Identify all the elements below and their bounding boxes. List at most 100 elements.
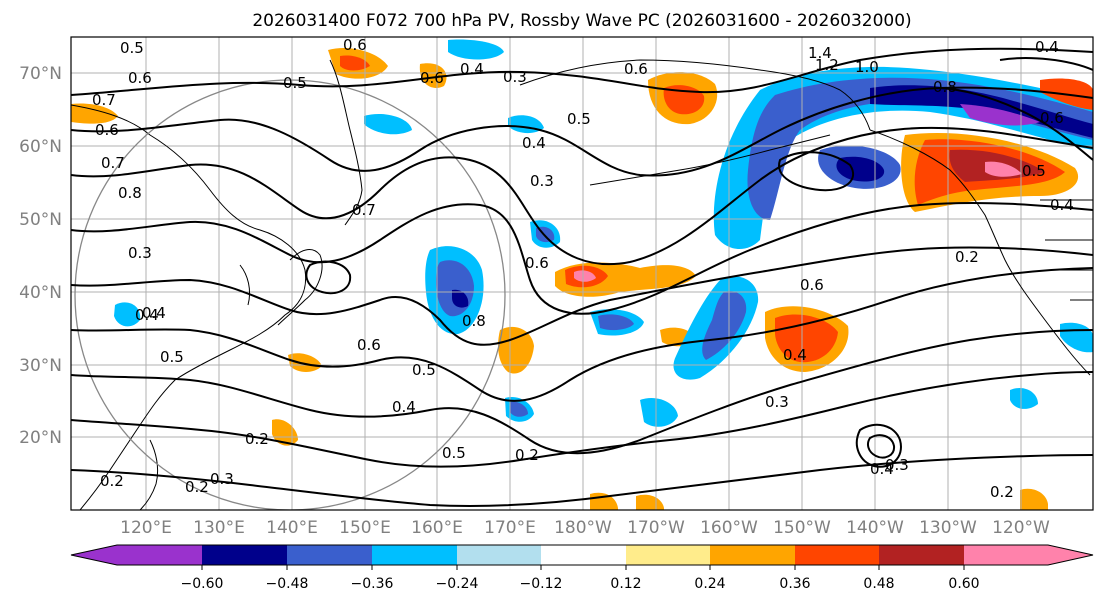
contour-label: 0.2 <box>245 430 269 448</box>
contour-label: 0.2 <box>955 248 979 266</box>
contour-label: 0.3 <box>765 393 789 411</box>
colorbar-tick-label: 0.48 <box>863 576 894 592</box>
lon-label: 140°E <box>266 518 318 538</box>
positive-anomaly-dateline-peak <box>574 270 596 282</box>
contour-label: 0.3 <box>210 470 234 488</box>
colorbar-segment <box>372 545 457 565</box>
contour-label: 0.3 <box>530 172 554 190</box>
coast-na-interior <box>1040 199 1093 301</box>
positive-anomaly-subtropic <box>498 326 534 374</box>
negative-anomaly-west1 <box>114 302 141 327</box>
contour-label: 0.5 <box>283 74 307 92</box>
colorbar-segment <box>795 545 879 565</box>
lat-label: 30°N <box>19 356 62 376</box>
contour-label: 0.5 <box>160 348 184 366</box>
contour-label: 0.8 <box>462 312 486 330</box>
lon-label: 130°W <box>919 518 977 538</box>
colorbar-segment <box>287 545 372 565</box>
lat-lon-grid <box>71 37 1093 510</box>
contour-label: 0.2 <box>185 478 209 496</box>
negative-anomaly-east4-core <box>510 401 528 417</box>
lon-label: 180°W <box>554 518 612 538</box>
colorbar-segment <box>457 545 541 565</box>
negative-anomaly-east2-core <box>598 314 634 331</box>
coast-na-west <box>869 129 1091 376</box>
colorbar-tick-label: −0.24 <box>436 576 479 592</box>
contour-label: 0.6 <box>800 276 824 294</box>
contour-label: 0.6 <box>357 336 381 354</box>
map-title: 2026031400 F072 700 hPa PV, Rossby Wave … <box>252 11 911 31</box>
negative-anomaly-alaska-deep <box>870 85 1093 138</box>
lon-label: 160°W <box>700 518 758 538</box>
longitude-labels: 120°E 130°E 140°E 150°E 160°E 170°E 180°… <box>120 518 1050 538</box>
negative-anomaly-east3 <box>640 397 678 427</box>
coast-japan <box>277 249 323 326</box>
colorbar-segment <box>626 545 710 565</box>
contour-label: 0.4 <box>142 304 166 322</box>
lat-label: 60°N <box>19 137 62 157</box>
positive-anomaly-sub5 <box>1020 488 1048 510</box>
coast-alaska <box>519 59 871 131</box>
contour-label: 0.3 <box>885 456 909 474</box>
positive-anomaly-west <box>71 103 118 124</box>
contour-label: 1.2 <box>815 56 839 74</box>
contour-label: 0.6 <box>1040 109 1064 127</box>
colorbar-segment <box>710 545 795 565</box>
pv-contours <box>71 47 1093 507</box>
contour-label: 0.5 <box>120 39 144 57</box>
contour-label: 1.4 <box>808 44 832 62</box>
contour-label: 0.3 <box>503 68 527 86</box>
contour-label: 0.4 <box>460 60 484 78</box>
colorbar-tick-label: −0.48 <box>266 576 309 592</box>
lon-label: 170°E <box>484 518 536 538</box>
contour-label: 0.5 <box>567 110 591 128</box>
lon-label: 120°E <box>120 518 172 538</box>
colorbar-segment <box>541 545 626 565</box>
negative-anomaly-alaska-purple <box>960 104 1040 126</box>
colorbar-tick-label: 0.36 <box>779 576 810 592</box>
colorbar: −0.60 −0.48 −0.36 −0.24 −0.12 0.12 0.24 … <box>70 544 1094 592</box>
contour-label: 0.8 <box>933 78 957 96</box>
negative-anomaly-aleutian <box>364 113 412 135</box>
contour-label: 0.5 <box>412 361 436 379</box>
colorbar-tick-label: −0.36 <box>351 576 394 592</box>
colorbar-segment <box>202 545 287 565</box>
pv-anomaly-shading <box>71 39 1093 510</box>
negative-anomaly-se1 <box>1010 387 1038 409</box>
contour-label: 0.6 <box>525 254 549 272</box>
positive-anomaly-arctic-east <box>419 63 447 88</box>
contour-label: 0.6 <box>95 121 119 139</box>
contour-label: 0.4 <box>1050 196 1074 214</box>
map-panel: 0.5 0.6 0.7 0.6 0.7 0.8 0.3 0.4 0.5 0.5 … <box>70 36 1094 511</box>
contour-label: 0.7 <box>352 201 376 219</box>
contour-label: 0.4 <box>392 398 416 416</box>
contour-label: 1.0 <box>855 58 879 76</box>
positive-anomaly-bc-peak <box>985 161 1022 177</box>
coast-korea <box>239 264 251 306</box>
contour-label: 0.7 <box>92 91 116 109</box>
negative-anomaly-north1 <box>448 39 504 60</box>
lon-label: 160°E <box>411 518 463 538</box>
colorbar-extend-right <box>879 545 964 565</box>
lat-label: 20°N <box>19 428 62 448</box>
coast-asia <box>71 104 307 510</box>
lat-label: 50°N <box>19 210 62 230</box>
contour-label: 0.3 <box>128 244 152 262</box>
coastlines <box>71 59 1093 510</box>
contour-label: 0.2 <box>515 446 539 464</box>
negative-anomaly-east1-core <box>702 291 747 360</box>
contour-label: 0.8 <box>118 184 142 202</box>
lon-label: 130°E <box>193 518 245 538</box>
lon-label: 170°W <box>627 518 685 538</box>
contour-label: 0.6 <box>624 60 648 78</box>
colorbar-tick-label: 0.24 <box>694 576 725 592</box>
coast-philippines <box>139 439 159 510</box>
colorbar-tick-label: −0.12 <box>520 576 563 592</box>
colorbar-extend-left <box>71 545 117 565</box>
contour-labels: 0.5 0.6 0.7 0.6 0.7 0.8 0.3 0.4 0.5 0.5 … <box>92 37 1074 501</box>
colorbar-ticks <box>201 565 965 570</box>
colorbar-tick-label: 0.60 <box>948 576 979 592</box>
contour-label: 0.6 <box>420 69 444 87</box>
colorbar-outline <box>70 544 1094 566</box>
